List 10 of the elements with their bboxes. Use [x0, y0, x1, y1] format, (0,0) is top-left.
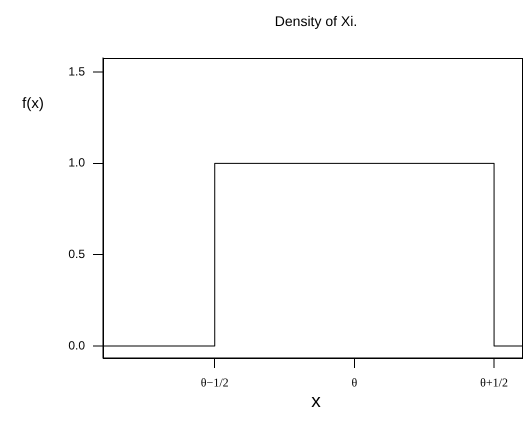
- x-tick-label: θ−1/2: [200, 375, 229, 390]
- x-tick-label: θ: [352, 375, 358, 390]
- y-tick-label: 0.0: [68, 338, 86, 352]
- y-axis-title: f(x): [22, 95, 44, 112]
- y-tick-label: 0.5: [68, 246, 86, 261]
- y-tick-label: 1.5: [68, 64, 86, 78]
- chart-title: Density of Xi.: [274, 12, 358, 29]
- y-tick-label: 1.0: [68, 156, 86, 170]
- x-axis-title: x: [311, 391, 322, 412]
- x-tick-label: θ+1/2: [480, 375, 508, 390]
